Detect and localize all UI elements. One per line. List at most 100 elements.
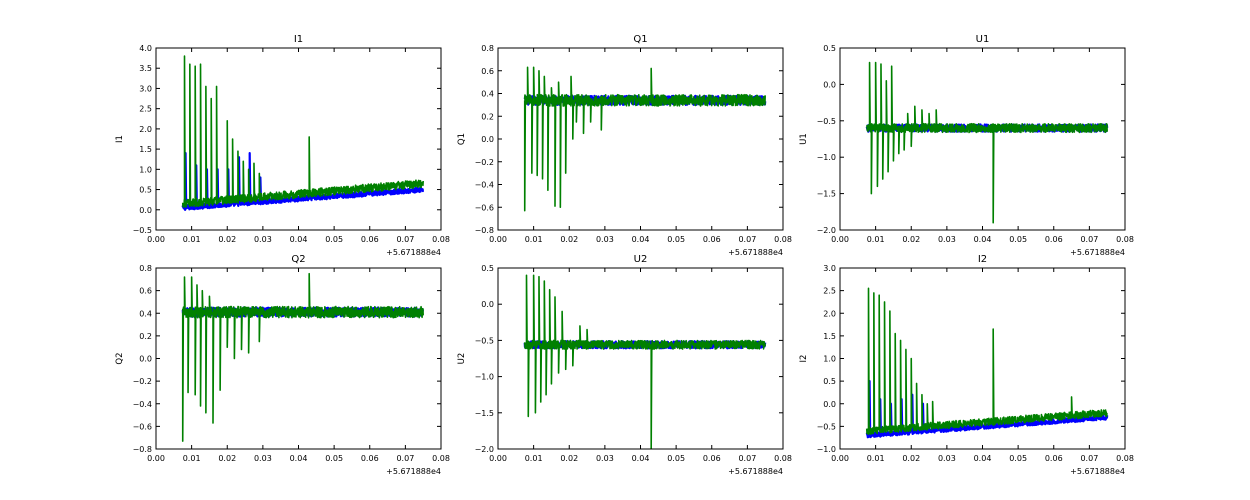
y-tick-label: −1.5 [475, 409, 494, 418]
y-tick-label: −0.8 [475, 226, 494, 235]
x-tick-label: 0.00 [147, 235, 165, 244]
x-tick-label: 0.07 [396, 235, 414, 244]
x-tick-label: 0.05 [667, 235, 685, 244]
y-axis-label: Q2 [115, 352, 125, 364]
x-tick-label: 0.01 [867, 454, 885, 463]
panel-q1: 0.00 0.01 0.02 0.03 0.04 0.05 0.06 0.07 0.08 −0.8… [457, 34, 792, 257]
series-line-2 [866, 61, 1108, 224]
x-tick-label: 0.08 [432, 454, 450, 463]
x-tick-label: 0.06 [703, 454, 721, 463]
x-tick-label: 0.01 [867, 235, 885, 244]
y-tick-label: 0.6 [481, 67, 494, 76]
x-tick-label: 0.02 [560, 235, 578, 244]
y-tick-label: 0.4 [481, 90, 494, 99]
x-tick-label: 0.06 [703, 235, 721, 244]
series-line-2 [181, 272, 424, 442]
x-tick-label: 0.06 [1045, 454, 1063, 463]
x-tick-label: 0.01 [525, 235, 543, 244]
y-tick-label: 1.5 [139, 145, 152, 154]
x-tick-label: 0.01 [183, 454, 201, 463]
x-tick-label: 0.07 [1080, 454, 1098, 463]
y-tick-label: 2.5 [139, 105, 152, 114]
y-axis-label: Q1 [457, 133, 467, 145]
y-tick-label: 2.5 [823, 287, 836, 296]
y-tick-label: −0.4 [133, 400, 152, 409]
series-line-2 [181, 55, 424, 209]
y-tick-label: 0.0 [823, 80, 836, 89]
y-tick-label: −1.0 [475, 373, 494, 382]
x-offset-label: +5.671888e4 [386, 467, 441, 476]
y-tick-label: −0.5 [475, 336, 494, 345]
x-tick-label: 0.07 [738, 454, 756, 463]
x-tick-label: 0.04 [290, 454, 308, 463]
x-tick-label: 0.06 [1045, 235, 1063, 244]
axes-frame [497, 47, 784, 231]
x-tick-label: 0.00 [831, 235, 849, 244]
y-tick-label: −1.0 [817, 445, 836, 454]
y-tick-label: −0.4 [475, 181, 494, 190]
y-tick-label: 1.0 [139, 165, 152, 174]
y-tick-label: −0.5 [133, 226, 152, 235]
x-tick-label: 0.03 [596, 235, 614, 244]
x-tick-label: 0.03 [938, 454, 956, 463]
x-tick-label: 0.00 [489, 235, 507, 244]
series-line-2 [523, 66, 766, 212]
y-tick-label: 3.0 [823, 264, 836, 273]
y-tick-label: 0.8 [139, 264, 152, 273]
y-tick-label: −0.2 [133, 377, 152, 386]
x-tick-label: 0.03 [254, 454, 272, 463]
x-tick-label: 0.03 [596, 454, 614, 463]
y-tick-label: 0.0 [481, 135, 494, 144]
x-tick-label: 0.05 [325, 454, 343, 463]
x-tick-label: 0.08 [774, 235, 792, 244]
x-tick-label: 0.06 [361, 235, 379, 244]
x-offset-label: +5.671888e4 [728, 248, 783, 257]
chart-title: Q2 [291, 254, 305, 265]
x-tick-label: 0.00 [147, 454, 165, 463]
y-tick-label: 3.0 [139, 84, 152, 93]
y-tick-label: 0.0 [823, 400, 836, 409]
panel-u1: 0.00 0.01 0.02 0.03 0.04 0.05 0.06 0.07 0.08 −2.0… [799, 34, 1134, 257]
chart-title: Q1 [633, 34, 647, 45]
x-tick-label: 0.06 [361, 454, 379, 463]
y-tick-label: 0.5 [823, 44, 836, 53]
y-tick-label: 3.5 [139, 64, 152, 73]
chart-title: I1 [294, 34, 303, 45]
y-tick-label: 0.5 [139, 186, 152, 195]
y-tick-label: −0.8 [133, 445, 152, 454]
series-line-2 [523, 274, 766, 449]
y-tick-label: 0.0 [139, 355, 152, 364]
y-axis-label: U1 [799, 133, 809, 145]
chart-title: U1 [976, 34, 990, 45]
x-offset-label: +5.671888e4 [728, 467, 783, 476]
y-tick-label: 1.0 [823, 355, 836, 364]
chart-title: I2 [978, 254, 987, 265]
y-tick-label: 2.0 [823, 309, 836, 318]
panel-i1: 0.00 0.01 0.02 0.03 0.04 0.05 0.06 0.07 0.08 −0.5… [115, 34, 450, 257]
x-tick-label: 0.08 [432, 235, 450, 244]
series-line-1 [865, 380, 1109, 439]
x-offset-label: +5.671888e4 [1070, 248, 1125, 257]
x-tick-label: 0.03 [254, 235, 272, 244]
x-tick-label: 0.03 [938, 235, 956, 244]
x-offset-label: +5.671888e4 [1070, 467, 1125, 476]
x-tick-label: 0.00 [489, 454, 507, 463]
y-tick-label: −0.6 [475, 203, 494, 212]
x-tick-label: 0.02 [902, 235, 920, 244]
x-tick-label: 0.05 [667, 454, 685, 463]
y-tick-label: −0.5 [817, 117, 836, 126]
y-tick-label: −1.0 [817, 153, 836, 162]
x-tick-label: 0.07 [1080, 235, 1098, 244]
y-tick-label: −0.5 [817, 422, 836, 431]
x-tick-label: 0.04 [974, 454, 992, 463]
x-tick-label: 0.04 [290, 235, 308, 244]
x-tick-label: 0.04 [632, 454, 650, 463]
y-tick-label: −0.6 [133, 422, 152, 431]
chart-title: U2 [634, 254, 648, 265]
x-tick-label: 0.04 [974, 235, 992, 244]
y-tick-label: 4.0 [139, 44, 152, 53]
y-tick-label: 2.0 [139, 125, 152, 134]
y-tick-label: 0.2 [481, 112, 494, 121]
x-tick-label: 0.05 [1009, 454, 1027, 463]
